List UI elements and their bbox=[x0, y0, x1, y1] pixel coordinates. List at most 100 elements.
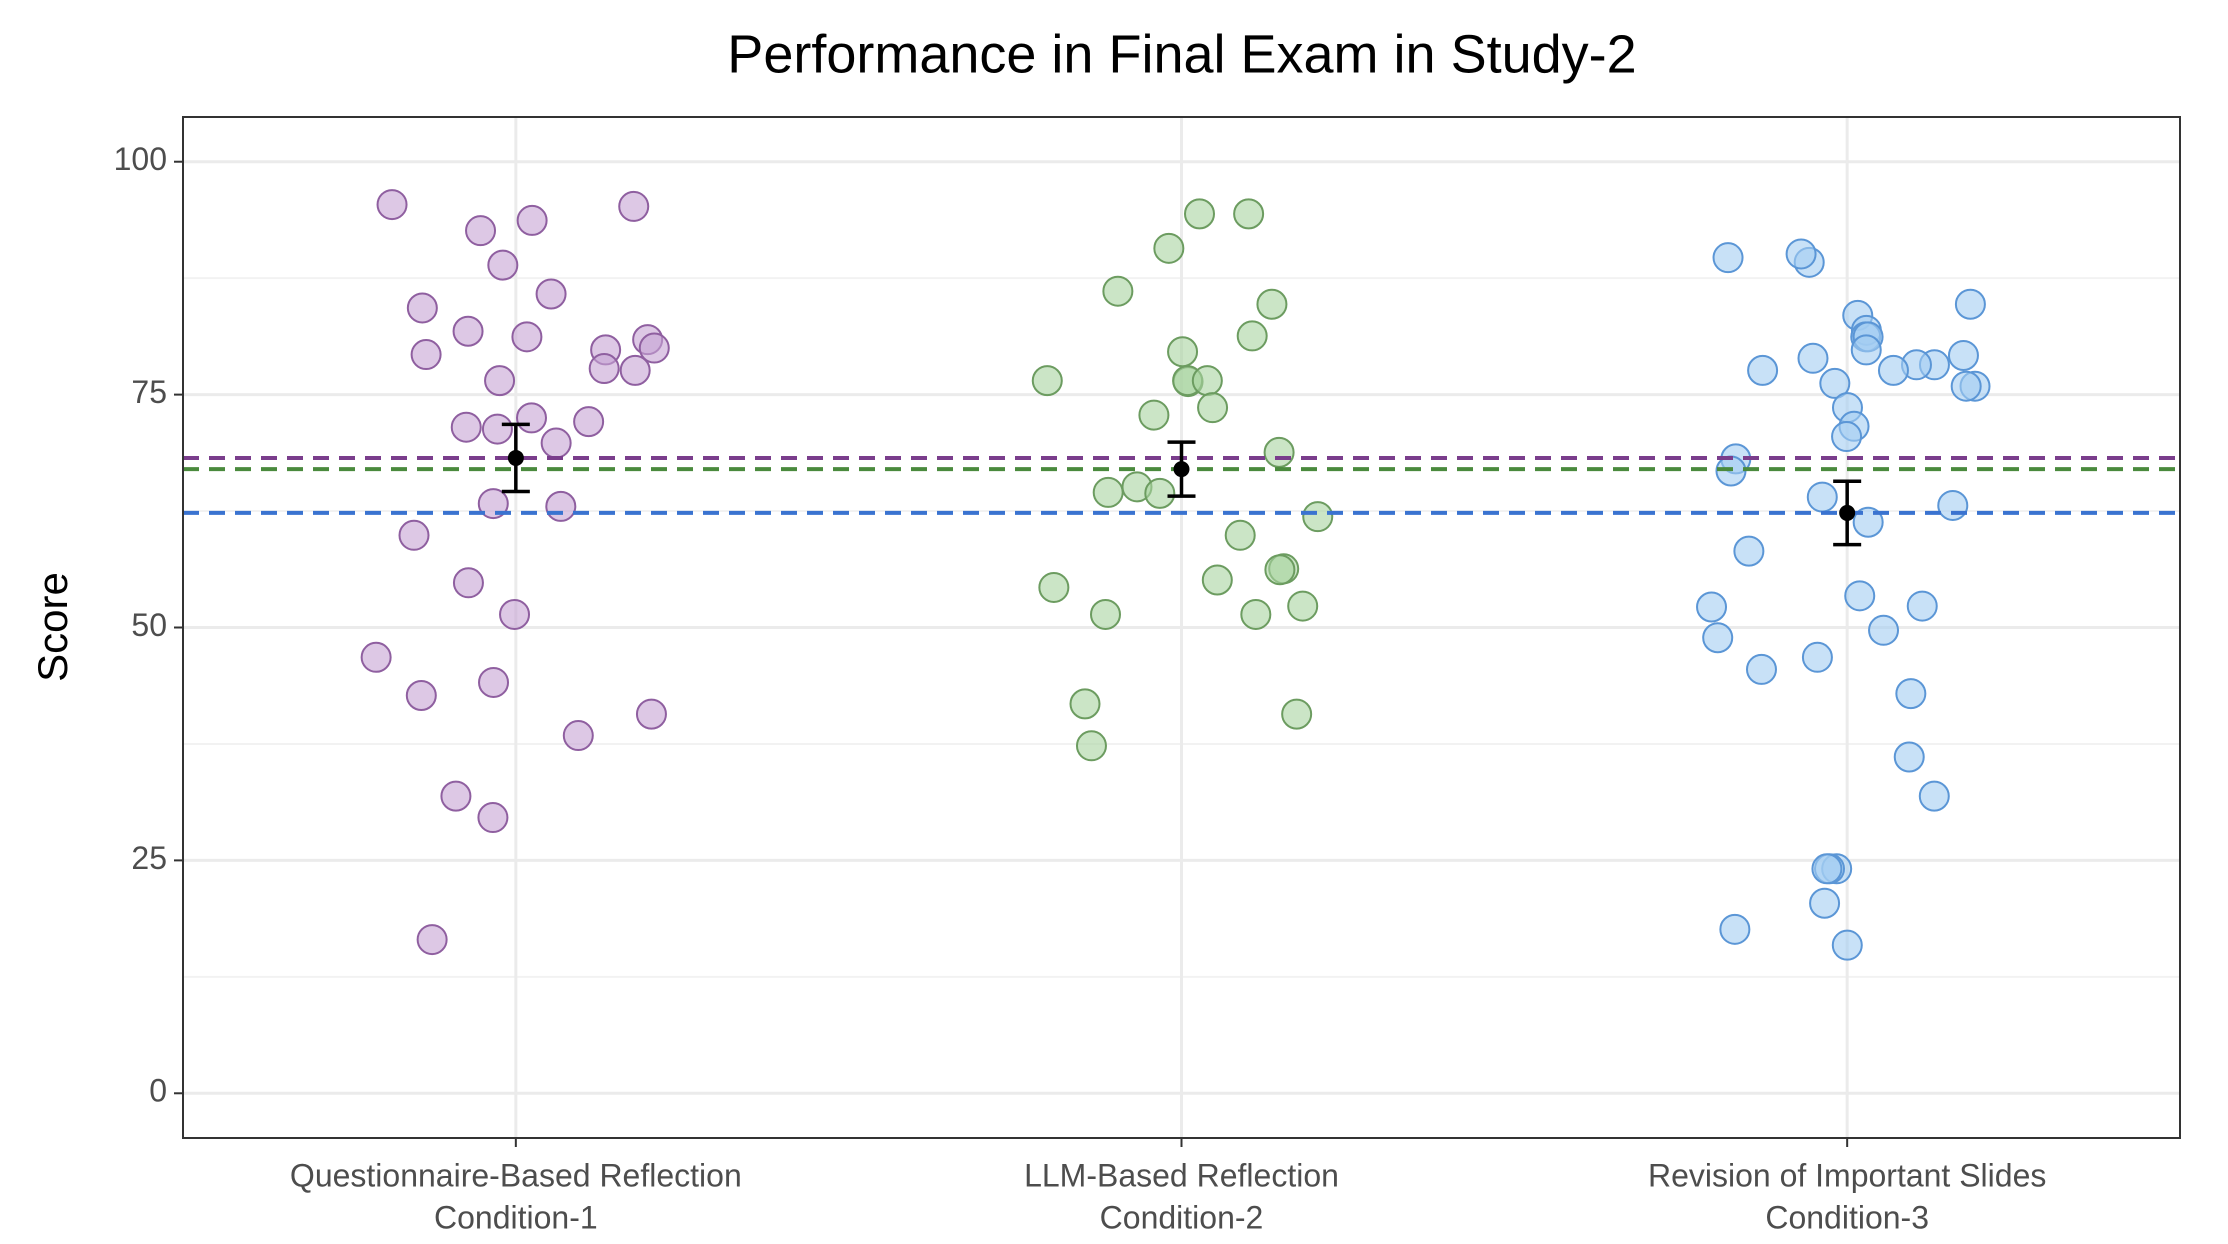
data-point bbox=[360, 641, 392, 673]
data-point bbox=[573, 406, 605, 438]
data-point bbox=[1806, 481, 1838, 513]
data-point bbox=[1895, 678, 1927, 710]
data-point bbox=[450, 411, 482, 443]
data-point bbox=[1811, 853, 1843, 885]
data-point bbox=[440, 780, 472, 812]
data-point bbox=[545, 490, 577, 522]
data-point bbox=[1745, 653, 1777, 685]
x-tick-label: Revision of Important Slides bbox=[1648, 1157, 2046, 1193]
data-point bbox=[1240, 598, 1272, 630]
data-point bbox=[1263, 436, 1295, 468]
data-point bbox=[1031, 365, 1063, 397]
data-point bbox=[477, 802, 509, 834]
data-point bbox=[1264, 554, 1296, 586]
plot-border bbox=[182, 116, 2181, 1139]
data-point bbox=[1785, 238, 1817, 270]
data-point bbox=[1906, 590, 1938, 622]
data-point bbox=[1167, 336, 1199, 368]
data-point bbox=[481, 413, 513, 445]
x-tick-label: Condition-3 bbox=[1765, 1199, 1929, 1235]
data-point bbox=[1153, 232, 1185, 264]
data-point bbox=[540, 427, 572, 459]
data-point bbox=[1801, 641, 1833, 673]
x-tick-label: Condition-2 bbox=[1100, 1199, 1264, 1235]
data-point bbox=[1224, 519, 1256, 551]
data-point bbox=[1201, 564, 1233, 596]
data-point bbox=[516, 204, 548, 236]
data-point bbox=[588, 353, 620, 385]
mean-point bbox=[507, 449, 524, 466]
data-point bbox=[1197, 392, 1229, 424]
data-point bbox=[1950, 370, 1982, 402]
y-tick-label: 25 bbox=[131, 840, 167, 876]
data-point bbox=[1089, 598, 1121, 630]
mean-point bbox=[1839, 504, 1856, 521]
data-point bbox=[511, 321, 543, 353]
data-point bbox=[1954, 288, 1986, 320]
data-point bbox=[1038, 571, 1070, 603]
data-point bbox=[398, 519, 430, 551]
data-point bbox=[1236, 320, 1268, 352]
x-tick-label: LLM-Based Reflection bbox=[1024, 1157, 1339, 1193]
data-point bbox=[1831, 929, 1863, 961]
data-point bbox=[406, 292, 438, 324]
data-point bbox=[1138, 399, 1170, 431]
data-point bbox=[477, 488, 509, 520]
data-point bbox=[405, 680, 437, 712]
data-point bbox=[1809, 887, 1841, 919]
data-point bbox=[618, 190, 650, 222]
data-point bbox=[638, 332, 670, 364]
data-point bbox=[1844, 580, 1876, 612]
data-point bbox=[1287, 590, 1319, 622]
data-point bbox=[1937, 489, 1969, 521]
chart-title: Performance in Final Exam in Study-2 bbox=[727, 24, 1636, 84]
data-point bbox=[376, 189, 408, 221]
data-point bbox=[1184, 198, 1216, 230]
data-point bbox=[1281, 698, 1313, 730]
data-point bbox=[1797, 342, 1829, 374]
data-point bbox=[1144, 477, 1176, 509]
data-point bbox=[515, 402, 547, 434]
data-point bbox=[1819, 367, 1851, 399]
x-tick-label: Condition-1 bbox=[434, 1199, 598, 1235]
y-tick-label: 0 bbox=[149, 1073, 167, 1109]
data-point bbox=[1831, 421, 1863, 453]
data-point bbox=[1918, 780, 1950, 812]
data-point bbox=[635, 698, 667, 730]
x-tick-label: Questionnaire-Based Reflection bbox=[290, 1157, 742, 1193]
data-point bbox=[452, 567, 484, 599]
data-point bbox=[416, 924, 448, 956]
data-point bbox=[1852, 506, 1884, 538]
data-point bbox=[1092, 476, 1124, 508]
data-point bbox=[1069, 688, 1101, 720]
data-point bbox=[1712, 242, 1744, 274]
y-axis-label: Score bbox=[29, 572, 76, 682]
data-point bbox=[1947, 339, 1979, 371]
mean-point bbox=[1173, 461, 1190, 478]
data-point bbox=[484, 365, 516, 397]
data-point bbox=[1191, 365, 1223, 397]
data-point bbox=[452, 315, 484, 347]
data-point bbox=[562, 720, 594, 752]
data-point bbox=[1747, 354, 1779, 386]
data-point bbox=[1877, 354, 1909, 386]
data-point bbox=[1302, 501, 1334, 533]
data-point bbox=[410, 339, 442, 371]
data-point bbox=[478, 666, 510, 698]
data-point bbox=[499, 598, 531, 630]
data-point bbox=[1102, 275, 1134, 307]
data-point bbox=[619, 354, 651, 386]
data-point bbox=[1733, 535, 1765, 567]
data-point bbox=[1696, 591, 1728, 623]
data-point bbox=[465, 215, 497, 247]
data-point bbox=[1719, 913, 1751, 945]
data-point bbox=[1075, 730, 1107, 762]
data-point bbox=[487, 249, 519, 281]
y-tick-label: 75 bbox=[131, 374, 167, 410]
data-point bbox=[1893, 741, 1925, 773]
data-point bbox=[1868, 614, 1900, 646]
data-point bbox=[1233, 198, 1265, 230]
data-point bbox=[1256, 288, 1288, 320]
data-point bbox=[1850, 334, 1882, 366]
